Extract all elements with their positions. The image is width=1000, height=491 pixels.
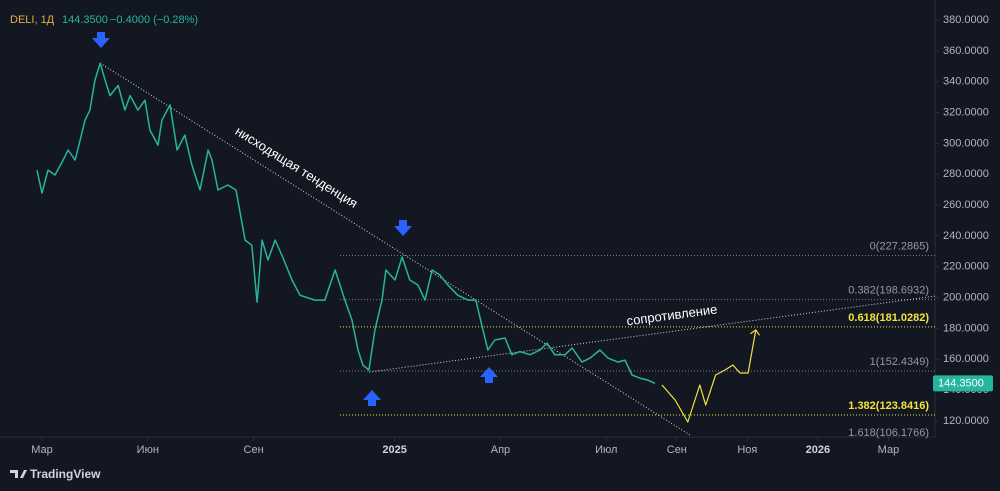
- trend-line: [368, 295, 935, 373]
- fib-label: 0.382(198.6932): [848, 285, 929, 297]
- arrow-up: [480, 367, 498, 383]
- brand: TradingView: [30, 467, 101, 481]
- x-tick-label: Сен: [667, 444, 687, 456]
- fib-label: 1(152.4349): [870, 356, 929, 368]
- y-tick-label: 160.0000: [943, 353, 989, 365]
- fib-label: 0.618(181.0282): [848, 312, 929, 324]
- x-tick-label: 2025: [382, 444, 406, 456]
- markers: [92, 32, 498, 406]
- last-price-label: 144.3500: [938, 377, 984, 389]
- fib-label: 1.618(106.1766): [848, 427, 929, 439]
- plot-area: [36, 62, 935, 436]
- fib-label: 0(227.2865): [870, 240, 929, 252]
- symbol: DELI, 1Д: [10, 14, 55, 26]
- x-tick-label: Июл: [595, 444, 617, 456]
- y-tick-label: 200.0000: [943, 292, 989, 304]
- y-tick-label: 360.0000: [943, 45, 989, 57]
- y-tick-label: 340.0000: [943, 76, 989, 88]
- price-line: [36, 62, 656, 385]
- trend-line: [99, 62, 691, 436]
- y-tick-label: 380.0000: [943, 14, 989, 26]
- x-tick-label: Ноя: [737, 444, 757, 456]
- x-tick-label: Июн: [137, 444, 159, 456]
- x-tick-label: Мар: [31, 444, 53, 456]
- x-tick-label: Сен: [244, 444, 264, 456]
- fib-label: 1.382(123.8416): [848, 400, 929, 412]
- x-tick-label: 2026: [806, 444, 830, 456]
- projection-line: [661, 330, 756, 423]
- y-tick-label: 240.0000: [943, 230, 989, 242]
- arrow-up: [363, 390, 381, 406]
- arrow-down: [394, 220, 412, 236]
- y-tick-label: 220.0000: [943, 261, 989, 273]
- y-tick-label: 120.0000: [943, 415, 989, 427]
- y-tick-label: 320.0000: [943, 106, 989, 118]
- x-tick-label: Апр: [491, 444, 510, 456]
- last-price: 144.3500: [62, 14, 108, 26]
- arrow-down: [92, 32, 110, 48]
- y-tick-label: 300.0000: [943, 137, 989, 149]
- price-change: −0.4000 (−0.28%): [110, 14, 198, 26]
- logo: TradingView: [10, 467, 101, 481]
- y-tick-label: 260.0000: [943, 199, 989, 211]
- y-tick-label: 280.0000: [943, 168, 989, 180]
- last-price-badge: [933, 375, 993, 392]
- logo-icon: [10, 470, 27, 478]
- y-tick-label: 180.0000: [943, 322, 989, 334]
- x-tick-label: Мар: [878, 444, 900, 456]
